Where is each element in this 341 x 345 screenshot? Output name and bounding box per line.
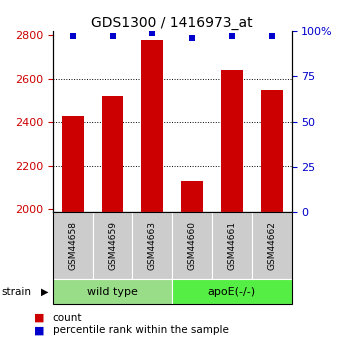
Text: strain: strain <box>2 287 32 297</box>
Point <box>189 36 195 41</box>
Bar <box>142 40 163 212</box>
Text: GSM44658: GSM44658 <box>68 221 77 270</box>
Text: GSM44661: GSM44661 <box>227 221 236 270</box>
Text: GSM44663: GSM44663 <box>148 221 157 270</box>
Bar <box>221 70 243 212</box>
Text: ▶: ▶ <box>41 287 48 297</box>
Text: ■: ■ <box>34 325 45 335</box>
Bar <box>102 96 123 212</box>
Bar <box>181 181 203 212</box>
Point <box>70 34 75 39</box>
Text: GSM44659: GSM44659 <box>108 221 117 270</box>
Text: count: count <box>53 313 83 323</box>
Point <box>269 34 275 39</box>
Point <box>110 34 115 39</box>
Bar <box>261 90 283 212</box>
Point <box>229 34 235 39</box>
Text: apoE(-/-): apoE(-/-) <box>208 287 256 297</box>
Text: GSM44662: GSM44662 <box>267 221 276 270</box>
Text: GSM44660: GSM44660 <box>188 221 197 270</box>
Point <box>150 30 155 36</box>
Text: ■: ■ <box>34 313 45 323</box>
Bar <box>62 116 84 212</box>
Title: GDS1300 / 1416973_at: GDS1300 / 1416973_at <box>91 16 253 30</box>
Text: percentile rank within the sample: percentile rank within the sample <box>53 325 229 335</box>
Text: wild type: wild type <box>87 287 138 297</box>
